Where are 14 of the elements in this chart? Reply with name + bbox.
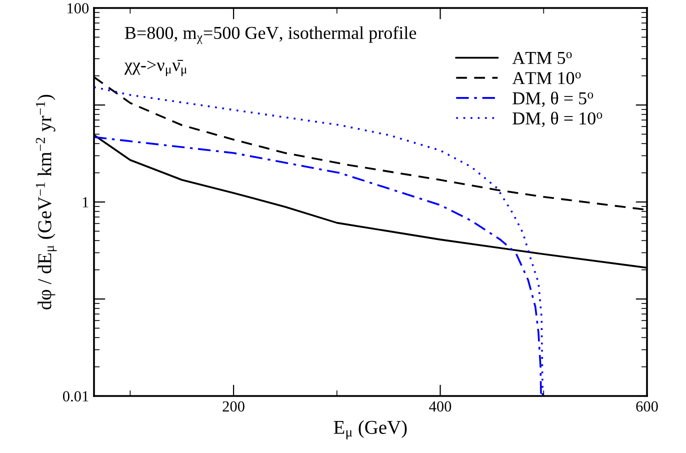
annotation: χχ->ν$_{μ}$ν̄$_{μ}$ (124, 60, 187, 76)
annotation: B=800, m$_{χ}$=500 GeV, isothermal profile (124, 26, 416, 44)
legend-label: DM, θ = 5$^{o}$ (512, 92, 594, 107)
legend-label: ATM 10$^{o}$ (512, 72, 581, 84)
legend-label: DM, θ = 10$^{o}$ (512, 112, 602, 128)
x-tick-label: 600 (636, 401, 658, 412)
x-tick-label: 400 (429, 401, 452, 412)
x-tick-label: 200 (222, 401, 244, 412)
text: dφ / dE$_{μ}$ (GeV$^{−1}$ km$^{−2}$ yr$^{−1}$) (36, 94, 57, 310)
y-tick-label: 0.01 (62, 391, 88, 402)
y-tick-label: 1 (82, 197, 88, 208)
y-tick-label: 100 (68, 3, 89, 14)
legend-label: ATM 5$^{o}$ (512, 52, 572, 64)
x-axis-title: E$_{μ}$ (GeV) (334, 420, 407, 440)
